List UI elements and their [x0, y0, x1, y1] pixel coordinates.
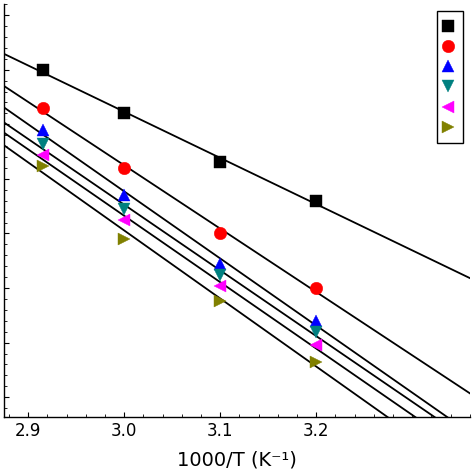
X-axis label: 1000/T (K⁻¹): 1000/T (K⁻¹): [177, 451, 297, 470]
Legend: , , , , , : , , , , ,: [437, 11, 463, 143]
